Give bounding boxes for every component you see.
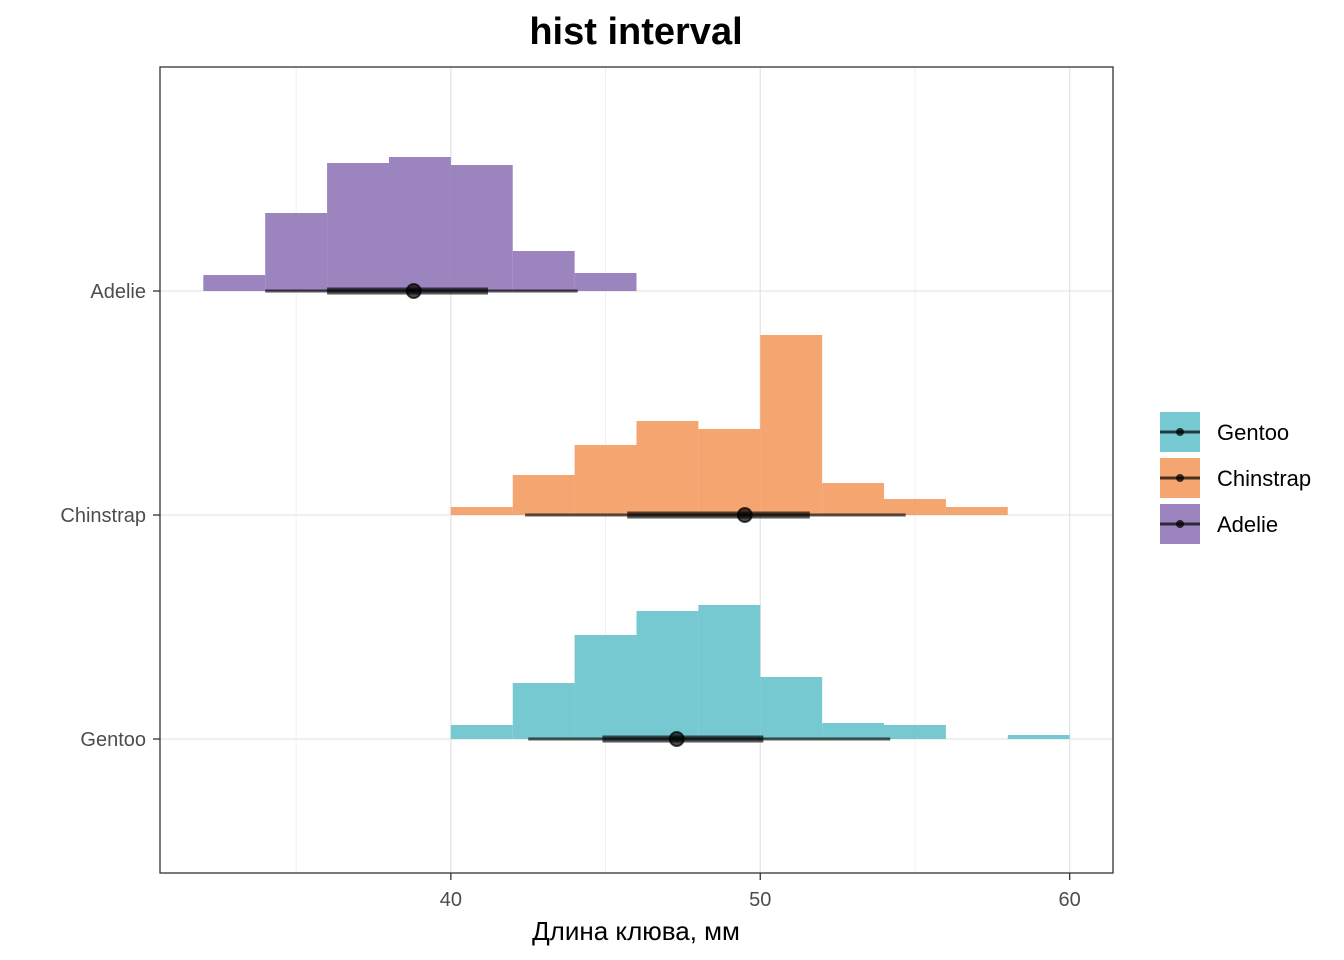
histogram-bar-adelie xyxy=(512,251,575,291)
legend-key-point xyxy=(1176,428,1184,436)
legend-item-chinstrap: Chinstrap xyxy=(1160,458,1311,498)
legend-label: Adelie xyxy=(1217,512,1278,537)
chart-title: hist interval xyxy=(529,11,742,53)
histogram-bar-chinstrap xyxy=(884,499,946,515)
plot-panel-border xyxy=(159,66,1114,874)
histogram-bar-chinstrap xyxy=(760,335,823,515)
histogram-bar-chinstrap xyxy=(450,507,513,515)
histogram-bar-gentoo xyxy=(1007,735,1070,739)
legend-label: Gentoo xyxy=(1217,420,1289,445)
histogram-bar-chinstrap xyxy=(698,429,761,515)
histogram-bar-gentoo xyxy=(574,635,637,739)
y-tick-label-gentoo: Gentoo xyxy=(80,729,146,751)
legend-key-point xyxy=(1176,474,1184,482)
histogram-bar-adelie xyxy=(327,163,389,291)
legend-key-point xyxy=(1176,520,1184,528)
histograms xyxy=(203,157,1070,739)
histogram-bar-gentoo xyxy=(698,605,761,739)
point-estimate-adelie xyxy=(405,283,422,299)
histogram-bar-adelie xyxy=(203,275,266,291)
histogram-bar-gentoo xyxy=(636,611,699,739)
histogram-bar-chinstrap xyxy=(636,421,699,515)
histogram-bar-gentoo xyxy=(884,725,946,739)
y-tick-label-chinstrap: Chinstrap xyxy=(60,505,146,527)
point-estimate-gentoo xyxy=(668,731,685,747)
histogram-bar-chinstrap xyxy=(512,475,575,515)
x-tick-label: 60 xyxy=(1059,889,1081,911)
histogram-bar-chinstrap xyxy=(822,483,885,515)
histogram-bar-adelie xyxy=(265,213,328,291)
legend-item-gentoo: Gentoo xyxy=(1160,412,1289,452)
y-tick-label-adelie: Adelie xyxy=(90,281,146,303)
x-axis-title: Длина клюва, мм xyxy=(532,916,740,946)
legend-item-adelie: Adelie xyxy=(1160,504,1278,544)
histogram-bar-chinstrap xyxy=(945,507,1008,515)
histogram-bar-adelie xyxy=(574,273,637,291)
intervals xyxy=(265,283,906,747)
histogram-bar-gentoo xyxy=(512,683,575,739)
histogram-bar-gentoo xyxy=(822,723,885,739)
histogram-bar-gentoo xyxy=(760,677,823,739)
legend: Gentoo Chinstrap Adelie xyxy=(1160,412,1311,544)
x-tick-label: 40 xyxy=(440,889,462,911)
point-estimate-chinstrap xyxy=(736,507,753,523)
axes: 40 50 60 Adelie Chinstrap Gentoo xyxy=(60,281,1080,911)
histogram-bar-chinstrap xyxy=(574,445,637,515)
histogram-bar-gentoo xyxy=(450,725,513,739)
legend-label: Chinstrap xyxy=(1217,466,1311,491)
x-tick-label: 50 xyxy=(749,889,771,911)
histogram-bar-adelie xyxy=(388,157,451,291)
histogram-bar-adelie xyxy=(450,165,513,291)
